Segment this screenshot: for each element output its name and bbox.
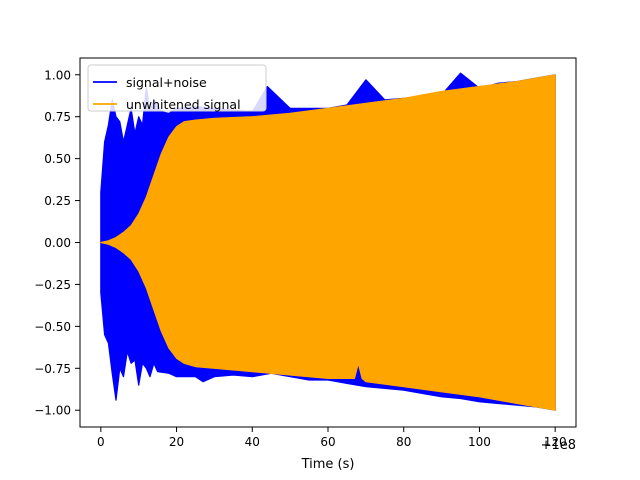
series-2-trace [100, 74, 556, 411]
y-tick-label: 0.75 [44, 110, 71, 124]
y-tick-label: 0.50 [44, 152, 71, 166]
x-offset-label: +1e8 [541, 438, 576, 453]
x-tick-label: 100 [468, 435, 491, 449]
x-tick-label: 80 [396, 435, 411, 449]
x-axis: 0 20 40 60 80 100 120 [97, 427, 567, 449]
y-tick-label: 1.00 [44, 68, 71, 82]
x-tick-label: 60 [320, 435, 335, 449]
x-axis-label: Time (s) [301, 457, 355, 472]
x-tick-label: 40 [245, 435, 260, 449]
series-layer [100, 72, 556, 411]
y-tick-label: −1.00 [34, 404, 71, 418]
y-axis: −1.00 −0.75 −0.50 −0.25 0.00 0.25 0.50 0.75 1.00 [34, 68, 80, 418]
y-tick-label: 0.25 [44, 194, 71, 208]
y-tick-label: −0.75 [34, 362, 71, 376]
legend-label: signal+noise [126, 75, 207, 90]
y-tick-label: 0.00 [44, 236, 71, 250]
x-tick-label: 0 [97, 435, 105, 449]
y-tick-label: −0.25 [34, 278, 71, 292]
x-tick-label: 120 [544, 435, 567, 449]
legend-box [87, 64, 267, 112]
y-tick-label: −0.50 [34, 320, 71, 334]
legend-label: unwhitened signal [126, 97, 241, 112]
legend: signal+noise unwhitened signal [87, 64, 267, 112]
x-tick-label: 20 [169, 435, 184, 449]
